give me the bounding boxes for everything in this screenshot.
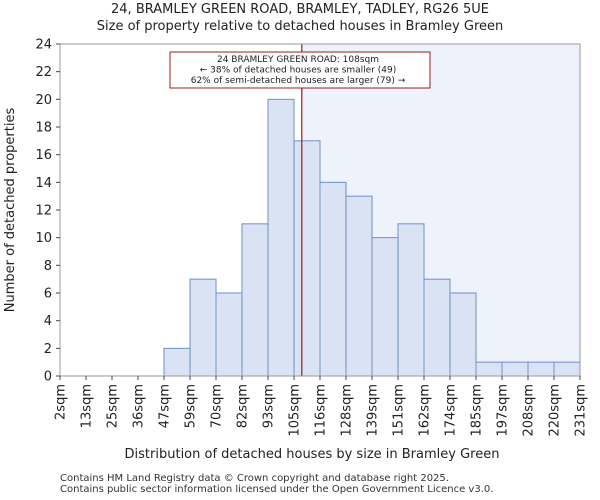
y-tick-label: 12 <box>35 204 52 219</box>
y-tick-label: 20 <box>35 93 52 108</box>
y-axis-label: Number of detached properties <box>3 108 18 313</box>
bar-185sqm <box>475 361 503 377</box>
annotation-frame <box>169 51 431 89</box>
x-tick-label: 162sqm <box>418 384 433 437</box>
x-axis-label: Distribution of detached houses by size … <box>125 447 500 462</box>
x-tick-label: 105sqm <box>288 384 303 437</box>
annotation-line-smaller: ← 38% of detached houses are smaller (49… <box>200 66 397 76</box>
y-tick-label: 16 <box>35 148 52 163</box>
x-tick-label: 185sqm <box>470 384 485 437</box>
x-tick-label: 231sqm <box>574 384 589 437</box>
x-axis-ticks: 2sqm 13sqm 25sqm 36sqm 47sqm 59sqm 70sqm 82sqm 9… <box>54 376 589 437</box>
bar-128sqm <box>345 195 373 377</box>
bars-group <box>163 98 581 377</box>
y-tick-label: 8 <box>44 259 52 274</box>
bar-174sqm <box>449 292 477 377</box>
bar-116sqm <box>319 181 347 377</box>
bar-93sqm <box>267 98 295 377</box>
y-tick-label: 22 <box>35 65 52 80</box>
x-tick-label: 59sqm <box>184 384 199 428</box>
x-tick-label: 70sqm <box>210 384 225 428</box>
x-tick-label: 2sqm <box>54 384 69 420</box>
y-tick-label: 0 <box>44 370 52 385</box>
bar-105sqm <box>293 140 321 377</box>
x-tick-label: 25sqm <box>106 384 121 428</box>
annotation-line-property: 24 BRAMLEY GREEN ROAD: 108sqm <box>217 55 379 65</box>
bar-197sqm <box>501 361 529 377</box>
x-tick-label: 36sqm <box>132 384 147 428</box>
y-tick-label: 2 <box>44 342 52 357</box>
y-tick-label: 4 <box>44 314 52 329</box>
bar-70sqm <box>215 292 243 377</box>
bar-151sqm <box>397 223 425 377</box>
footer-licence: Contains public sector information licen… <box>60 484 494 495</box>
bar-82sqm <box>241 223 269 377</box>
y-tick-label: 18 <box>35 121 52 136</box>
bar-208sqm <box>527 361 555 377</box>
annotation-line-larger: 62% of semi-detached houses are larger (… <box>191 76 406 86</box>
x-tick-label: 47sqm <box>158 384 173 428</box>
bar-162sqm <box>423 278 451 377</box>
chart-subtitle: Size of property relative to detached ho… <box>96 19 504 34</box>
annotation-box: 24 BRAMLEY GREEN ROAD: 108sqm ← 38% of d… <box>169 51 431 89</box>
x-tick-label: 93sqm <box>262 384 277 428</box>
y-tick-label: 10 <box>35 231 52 246</box>
y-tick-label: 6 <box>44 287 52 302</box>
x-tick-label: 128sqm <box>340 384 355 437</box>
x-tick-label: 197sqm <box>496 384 511 437</box>
x-tick-label: 220sqm <box>548 384 563 437</box>
bar-139sqm <box>371 237 399 377</box>
y-tick-label: 14 <box>35 176 52 191</box>
bar-47sqm <box>163 347 191 377</box>
x-tick-label: 116sqm <box>314 384 329 437</box>
x-tick-label: 174sqm <box>444 384 459 437</box>
x-tick-label: 13sqm <box>80 384 95 428</box>
bar-220sqm <box>553 361 581 377</box>
bar-59sqm <box>189 278 217 377</box>
x-tick-label: 82sqm <box>236 384 251 428</box>
x-tick-label: 139sqm <box>366 384 381 437</box>
footer-copyright: Contains HM Land Registry data © Crown c… <box>60 473 449 484</box>
x-tick-label: 151sqm <box>392 384 407 437</box>
y-tick-label: 24 <box>35 38 52 53</box>
chart-title: 24, BRAMLEY GREEN ROAD, BRAMLEY, TADLEY,… <box>111 2 489 17</box>
x-tick-label: 208sqm <box>522 384 537 437</box>
